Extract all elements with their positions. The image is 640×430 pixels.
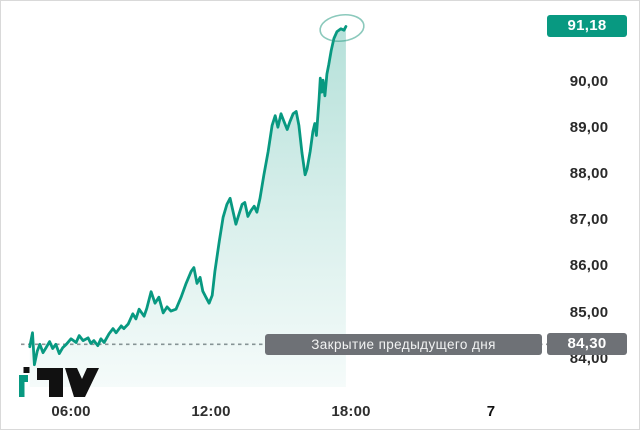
price-area-fill [29, 26, 346, 387]
tradingview-logo[interactable] [19, 367, 99, 397]
endpoint-ellipse-annotation [319, 13, 365, 43]
y-tick-label: 90,00 [569, 72, 609, 90]
x-tick-label: 18:00 [331, 403, 371, 420]
y-tick-label: 87,00 [569, 211, 609, 229]
last-price-badge: 91,18 [547, 15, 627, 38]
y-tick-label: 89,00 [569, 118, 609, 136]
y-tick-label: 86,00 [569, 257, 609, 275]
x-tick-label: 12:00 [191, 403, 231, 420]
prev-close-label: Закрытие предыдущего дня [265, 333, 542, 355]
x-tick-label: 06:00 [51, 403, 91, 420]
x-tick-label: 7 [486, 403, 496, 420]
y-tick-label: 85,00 [569, 303, 609, 321]
prev-close-badge: 84,30 [547, 333, 627, 356]
price-line [28, 25, 348, 367]
y-tick-label: 88,00 [569, 164, 609, 182]
